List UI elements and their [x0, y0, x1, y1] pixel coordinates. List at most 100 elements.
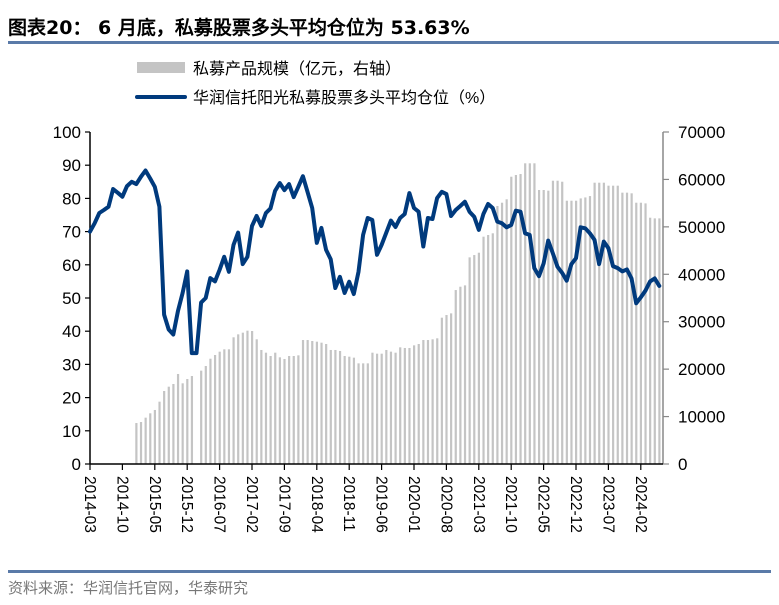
bar — [510, 176, 513, 464]
bar — [417, 344, 420, 464]
bar — [602, 182, 605, 464]
bar — [260, 349, 263, 464]
right-tick-label: 20000 — [678, 360, 725, 379]
bar — [528, 163, 531, 464]
bar — [565, 200, 568, 464]
bar — [139, 422, 143, 464]
bar — [385, 349, 388, 464]
bar — [246, 330, 249, 464]
x-tick-label: 2024-02 — [632, 476, 649, 533]
bar — [436, 338, 439, 464]
x-tick-label: 2021-10 — [502, 476, 519, 533]
bar — [311, 341, 314, 464]
bar — [584, 197, 587, 465]
left-tick-label: 30 — [62, 355, 81, 374]
bar — [514, 175, 518, 465]
bar — [329, 349, 332, 464]
bar — [639, 202, 642, 464]
bar — [399, 347, 402, 464]
bar — [621, 192, 624, 465]
bar — [237, 334, 240, 464]
legend-swatch-bars — [137, 62, 185, 73]
bar — [440, 317, 443, 464]
left-tick-label: 100 — [53, 123, 81, 142]
left-tick-label: 90 — [62, 156, 81, 175]
bar — [375, 353, 379, 464]
bar — [561, 181, 564, 464]
x-tick-label: 2015-05 — [146, 476, 163, 533]
bar — [144, 417, 147, 464]
bar — [297, 355, 300, 464]
bar — [463, 285, 467, 464]
bar — [459, 286, 462, 464]
bar — [163, 391, 166, 464]
bar — [649, 217, 652, 464]
bar — [292, 356, 295, 464]
bar — [408, 347, 411, 464]
bar — [658, 218, 661, 464]
bar — [500, 202, 504, 464]
x-tick-label: 2018-11 — [340, 476, 357, 532]
bar — [454, 290, 457, 464]
right-tick-label: 40000 — [678, 265, 725, 284]
bar — [338, 350, 342, 464]
bar — [241, 332, 244, 464]
x-tick-label: 2014-10 — [113, 476, 130, 533]
bar — [588, 196, 592, 465]
bar — [524, 163, 527, 464]
bar — [630, 193, 633, 465]
legend: 私募产品规模（亿元，右轴） 华润信托阳光私募股票多头平均仓位（%） — [135, 60, 495, 107]
bar — [278, 357, 281, 464]
bar — [468, 257, 471, 464]
legend-label-line: 华润信托阳光私募股票多头平均仓位（%） — [193, 89, 495, 107]
right-tick-label: 0 — [678, 455, 687, 474]
legend-label-bars: 私募产品规模（亿元，右轴） — [193, 60, 401, 78]
x-tick-label: 2022-12 — [567, 476, 584, 533]
bar — [426, 340, 430, 464]
bar — [579, 198, 582, 464]
bar — [264, 352, 268, 464]
bar — [473, 255, 476, 464]
x-tick-label: 2023-07 — [599, 476, 616, 533]
left-tick-label: 20 — [62, 389, 81, 408]
bar — [288, 356, 291, 464]
bar — [556, 180, 559, 464]
x-tick-label: 2018-04 — [308, 476, 325, 533]
bar — [533, 163, 536, 464]
bar — [274, 352, 277, 464]
bar — [422, 340, 425, 464]
bar — [223, 349, 226, 464]
bar — [403, 347, 406, 464]
bar — [251, 331, 254, 464]
bar — [315, 341, 318, 464]
bar — [598, 182, 601, 464]
bar — [445, 315, 448, 464]
bar — [450, 313, 453, 464]
left-tick-label: 70 — [62, 223, 81, 242]
bar — [593, 182, 596, 464]
x-tick-label: 2017-09 — [275, 476, 292, 533]
left-tick-label: 60 — [62, 256, 81, 275]
bar — [542, 190, 545, 465]
bar — [255, 339, 258, 464]
bar — [283, 358, 286, 464]
bar — [547, 190, 550, 465]
bar — [616, 185, 619, 464]
bar — [200, 370, 203, 464]
left-tick-label: 0 — [72, 455, 81, 474]
bar — [306, 340, 309, 464]
bar — [477, 252, 480, 464]
bar — [519, 174, 522, 464]
bar — [413, 345, 416, 464]
bar — [431, 339, 434, 464]
bar — [181, 383, 184, 464]
bar — [394, 352, 397, 464]
bar — [607, 185, 610, 464]
bar — [213, 355, 217, 464]
bar — [334, 349, 337, 464]
bar — [167, 386, 170, 464]
x-tick-label: 2021-03 — [470, 476, 487, 533]
footer-divider — [8, 570, 771, 573]
bar — [343, 356, 346, 464]
bar — [371, 352, 374, 464]
